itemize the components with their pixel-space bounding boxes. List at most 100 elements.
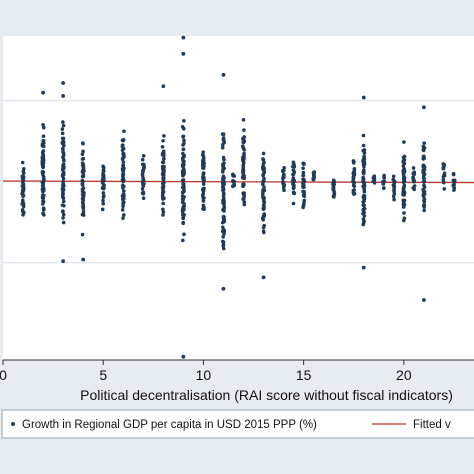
data-point [61, 209, 65, 213]
data-point [221, 229, 225, 234]
data-point [362, 203, 366, 208]
data-point [80, 161, 85, 165]
data-point [140, 173, 145, 178]
data-point [221, 235, 225, 239]
data-point [182, 138, 186, 143]
data-point [262, 179, 266, 183]
data-point [441, 162, 446, 166]
data-point [161, 188, 165, 193]
data-point [121, 151, 126, 156]
data-point [161, 207, 165, 212]
data-point [21, 209, 25, 214]
data-point [61, 183, 66, 187]
data-point [142, 165, 146, 170]
data-point [20, 190, 25, 195]
data-point [242, 202, 247, 207]
data-point [301, 189, 305, 194]
data-point [181, 134, 186, 139]
data-point [181, 172, 185, 177]
data-point [21, 169, 26, 174]
data-point [302, 198, 307, 203]
data-point [41, 208, 46, 212]
data-point [221, 155, 226, 160]
data-point [262, 213, 266, 217]
data-point [160, 145, 165, 149]
data-point [101, 198, 105, 203]
data-point [41, 134, 46, 139]
data-point [161, 153, 166, 157]
data-point [140, 162, 145, 167]
x-tick-label-0: 0 [0, 367, 7, 383]
data-point [202, 207, 206, 212]
data-point [241, 182, 245, 187]
data-point [411, 177, 416, 181]
data-point [402, 158, 407, 162]
data-point [161, 182, 165, 186]
data-point [422, 205, 427, 209]
data-point [291, 176, 296, 180]
data-point [201, 191, 206, 196]
data-point [220, 170, 225, 174]
data-point [311, 177, 316, 182]
data-point [422, 154, 426, 159]
data-point [81, 180, 85, 184]
data-point [101, 201, 106, 206]
data-point [101, 165, 106, 170]
data-point [141, 169, 146, 173]
data-point [351, 176, 356, 181]
data-point [302, 194, 307, 198]
data-point [301, 166, 305, 171]
data-point [222, 181, 227, 186]
data-point [260, 182, 265, 186]
data-point [62, 158, 66, 163]
data-point [80, 157, 85, 161]
data-point [292, 179, 296, 184]
data-point [262, 230, 266, 235]
data-point [241, 137, 245, 141]
data-point [61, 170, 66, 175]
data-point [451, 171, 456, 176]
data-point [452, 183, 456, 188]
data-point [301, 177, 305, 182]
data-point [80, 197, 85, 201]
data-point [301, 170, 306, 175]
data-point [160, 164, 165, 169]
data-point [81, 204, 86, 209]
legend-label-fitted: Fitted v [413, 419, 451, 431]
data-point [301, 173, 305, 178]
data-point [392, 185, 396, 190]
data-point [220, 132, 225, 136]
data-point [60, 127, 65, 131]
data-point [181, 158, 185, 162]
data-point [81, 142, 85, 146]
data-point [21, 193, 26, 198]
data-point [41, 200, 46, 204]
data-point [162, 134, 166, 138]
data-point [261, 165, 266, 170]
data-point [241, 170, 246, 174]
data-point [221, 246, 226, 251]
data-point [312, 170, 317, 174]
data-point [221, 188, 225, 192]
data-point [122, 155, 126, 159]
data-point [41, 144, 46, 149]
data-point [182, 162, 186, 167]
data-point [41, 164, 45, 169]
data-point [121, 213, 126, 217]
data-point [100, 207, 105, 212]
data-point [182, 141, 186, 146]
data-point [361, 171, 366, 176]
data-point [41, 183, 45, 188]
data-point [281, 176, 285, 181]
data-point-outlier [61, 259, 66, 264]
data-point-outlier [421, 298, 426, 302]
data-point [160, 172, 165, 177]
data-point [241, 146, 246, 151]
data-point [62, 203, 66, 208]
data-point [141, 178, 146, 183]
data-point [80, 232, 85, 237]
data-point [422, 183, 426, 188]
data-point [162, 156, 166, 161]
data-point [352, 192, 356, 196]
data-point [241, 118, 246, 122]
